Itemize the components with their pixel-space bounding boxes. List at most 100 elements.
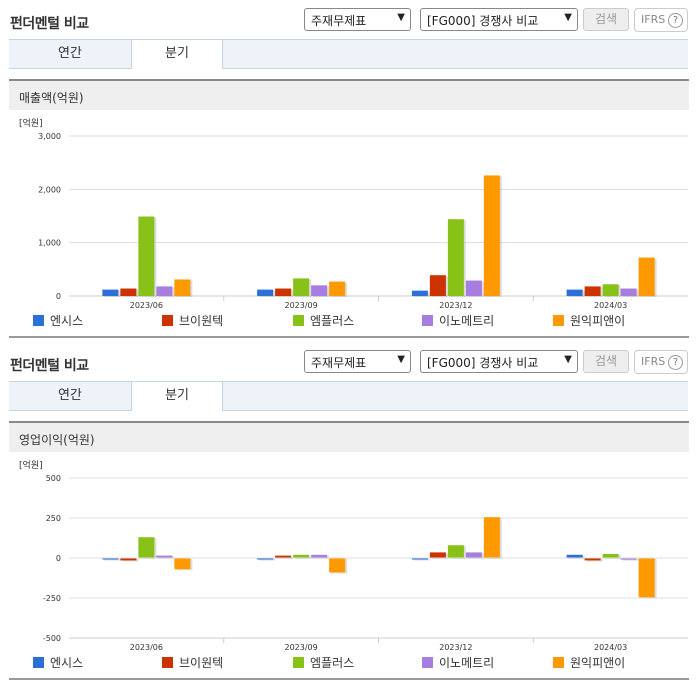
bar-엠플러스-2023-09 — [293, 554, 310, 558]
header-section-1: 펀더멘털 비교 주재무제표 ▼ [FG000] 경쟁사 비교 ▼ 검색 IFRS… — [0, 0, 696, 32]
y-tick-label: -500 — [43, 634, 61, 643]
bar-원익피앤이-2023-12 — [483, 175, 500, 296]
chevron-down-icon: ▼ — [564, 12, 572, 23]
bar-엔시스-2023-12 — [411, 558, 428, 560]
bar-이노메트리-2024-03 — [620, 558, 637, 560]
chevron-down-icon: ▼ — [397, 354, 405, 365]
divider — [9, 336, 689, 338]
legend-swatch-브이원텍 — [162, 315, 173, 326]
ifrs-label: IFRS — [641, 355, 666, 368]
statement-select-value: 주재무제표 — [311, 356, 367, 370]
bar-엠플러스-2024-03 — [602, 554, 619, 558]
chevron-down-icon: ▼ — [397, 12, 405, 23]
tab-quarterly[interactable]: 분기 — [131, 381, 223, 411]
search-button[interactable]: 검색 — [583, 350, 629, 373]
x-tick-label: 2023/06 — [130, 643, 163, 652]
bar-브이원텍-2023-06 — [120, 558, 137, 561]
unit-label: [억원] — [19, 117, 43, 129]
x-tick-label: 2023/06 — [130, 301, 163, 310]
bar-이노메트리-2023-12 — [465, 280, 482, 296]
header-section-2: 펀더멘털 비교 주재무제표 ▼ [FG000] 경쟁사 비교 ▼ 검색 IFRS… — [0, 342, 696, 374]
revenue-chart: 매출액(억원) [억원] 0 1,000 2,000 3,000 2023/06 2023/… — [9, 79, 689, 337]
bar-브이원텍-2023-12 — [429, 275, 446, 296]
period-tabs: 연간 분기 — [9, 39, 688, 69]
operating-profit-chart: 영업이익(억원) [억원] -500 -250 0 250 500 2023/06 2023/… — [9, 421, 689, 679]
bar-엔시스-2023-06 — [102, 558, 119, 560]
help-icon[interactable]: ? — [668, 355, 683, 370]
bar-이노메트리-2023-06 — [156, 555, 173, 558]
group-select[interactable]: [FG000] 경쟁사 비교 ▼ — [420, 8, 578, 31]
bar-엔시스-2023-09 — [257, 558, 274, 560]
bar-원익피앤이-2023-06 — [174, 279, 191, 296]
y-tick-label: -250 — [43, 594, 61, 603]
bar-이노메트리-2023-12 — [465, 552, 482, 558]
statement-select[interactable]: 주재무제표 ▼ — [304, 8, 411, 31]
bar-원익피앤이-2023-06 — [174, 558, 191, 570]
statement-select[interactable]: 주재무제표 ▼ — [304, 350, 411, 373]
legend-swatch-이노메트리 — [422, 657, 433, 668]
legend-label: 원익피앤이 — [570, 314, 625, 328]
bar-shadow — [104, 559, 121, 561]
bar-엠플러스-2023-12 — [447, 545, 464, 558]
ifrs-toggle[interactable]: IFRS ? — [634, 350, 688, 374]
statement-select-value: 주재무제표 — [311, 14, 367, 28]
bar-엠플러스-2023-12 — [447, 219, 464, 296]
x-tick-label: 2023/09 — [285, 301, 318, 310]
legend-swatch-엠플러스 — [293, 657, 304, 668]
bar-엠플러스-2023-06 — [138, 216, 155, 296]
x-tick-label: 2024/03 — [594, 301, 627, 310]
divider — [9, 678, 689, 680]
bar-원익피앤이-2023-09 — [329, 281, 346, 296]
chevron-down-icon: ▼ — [564, 354, 572, 365]
group-select[interactable]: [FG000] 경쟁사 비교 ▼ — [420, 350, 578, 373]
legend-swatch-이노메트리 — [422, 315, 433, 326]
legend-label: 엠플러스 — [310, 656, 354, 670]
bar-브이원텍-2023-09 — [275, 288, 292, 296]
bar-shadow — [622, 559, 639, 561]
y-tick-label: 2,000 — [38, 185, 61, 194]
tab-quarterly[interactable]: 분기 — [131, 39, 223, 69]
bar-엠플러스-2023-09 — [293, 278, 310, 296]
bar-원익피앤이-2023-09 — [329, 558, 346, 573]
tab-annual[interactable]: 연간 — [58, 46, 82, 61]
bar-원익피앤이-2024-03 — [638, 257, 655, 296]
bar-원익피앤이-2024-03 — [638, 558, 655, 598]
y-tick-label: 3,000 — [38, 132, 61, 141]
y-tick-label: 1,000 — [38, 239, 61, 248]
period-tabs: 연간 분기 — [9, 381, 688, 411]
ifrs-label: IFRS — [641, 13, 666, 26]
search-button[interactable]: 검색 — [583, 8, 629, 31]
section-title: 펀더멘털 비교 — [10, 358, 89, 374]
bar-브이원텍-2024-03 — [584, 286, 601, 296]
help-icon[interactable]: ? — [668, 13, 683, 28]
y-tick-label: 0 — [56, 554, 61, 563]
legend-label: 이노메트리 — [439, 314, 494, 328]
bar-엔시스-2024-03 — [566, 554, 583, 558]
legend-label: 원익피앤이 — [570, 656, 625, 670]
bar-이노메트리-2023-06 — [156, 286, 173, 296]
bar-이노메트리-2023-09 — [311, 285, 328, 296]
y-tick-label: 250 — [46, 514, 61, 523]
legend-label: 엔시스 — [50, 314, 83, 328]
operating-profit-chart-svg: [억원] -500 -250 0 250 500 2023/06 2023/09 2023/12… — [19, 459, 688, 670]
legend-label: 이노메트리 — [439, 656, 494, 670]
y-tick-label: 500 — [46, 474, 61, 483]
bar-shadow — [259, 559, 276, 561]
bar-이노메트리-2024-03 — [620, 288, 637, 296]
unit-label: [억원] — [19, 459, 43, 471]
bar-엠플러스-2023-06 — [138, 537, 155, 558]
bar-엔시스-2023-09 — [257, 289, 274, 296]
x-tick-label: 2023/12 — [439, 301, 472, 310]
chart-title: 매출액(억원) — [9, 79, 689, 110]
legend-swatch-원익피앤이 — [553, 315, 564, 326]
tab-annual[interactable]: 연간 — [58, 388, 82, 403]
chart-title: 영업이익(억원) — [9, 421, 689, 452]
y-tick-label: 0 — [56, 292, 61, 301]
ifrs-toggle[interactable]: IFRS ? — [634, 8, 688, 32]
bar-브이원텍-2023-12 — [429, 552, 446, 558]
legend-swatch-브이원텍 — [162, 657, 173, 668]
legend-label: 엠플러스 — [310, 314, 354, 328]
legend-label: 엔시스 — [50, 656, 83, 670]
x-tick-label: 2024/03 — [594, 643, 627, 652]
revenue-chart-svg: [억원] 0 1,000 2,000 3,000 2023/06 2023/09 2023/1… — [19, 117, 688, 328]
